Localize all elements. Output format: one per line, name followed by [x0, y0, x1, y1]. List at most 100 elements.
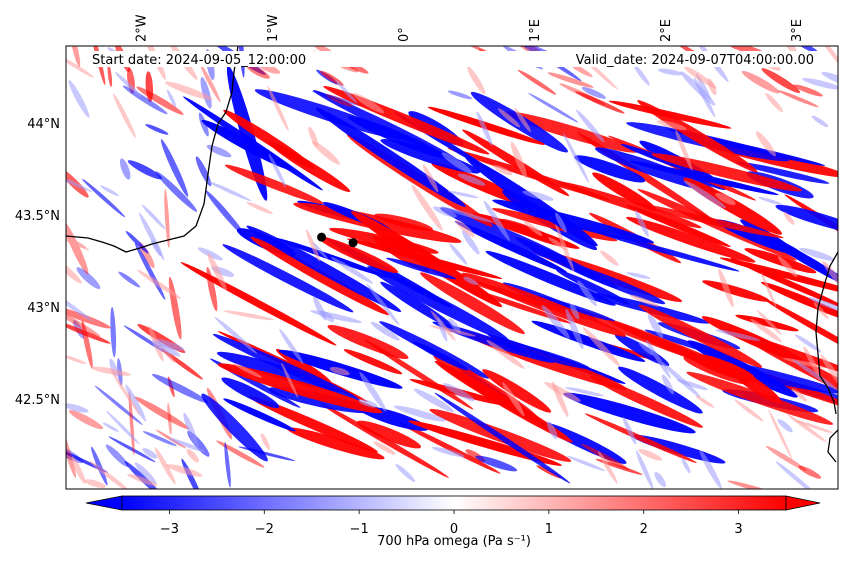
omega-streak-light [758, 196, 783, 206]
colorbar-body [121, 495, 787, 511]
omega-streak [167, 402, 172, 435]
omega-streak [107, 63, 113, 88]
omega-streak [735, 314, 799, 332]
omega-streak-light [756, 310, 782, 335]
omega-streak [760, 281, 838, 323]
omega-streak-light [497, 108, 521, 128]
omega-streak [315, 107, 466, 207]
colorbar-extend-max [785, 495, 821, 511]
omega-streak-light [795, 420, 833, 434]
omega-streak-light [312, 242, 328, 260]
omega-streak-light [502, 382, 525, 417]
omega-streak [118, 271, 141, 288]
omega-streak-light [699, 449, 722, 489]
omega-streak [81, 320, 93, 369]
omega-streak [475, 455, 518, 472]
omega-streak-light [433, 206, 457, 218]
omega-streak [160, 139, 189, 197]
omega-streak-light [799, 247, 835, 261]
omega-streak-light [358, 399, 378, 408]
omega-streak [223, 109, 316, 170]
omega-streak-light [197, 247, 223, 261]
omega-streak [223, 398, 296, 432]
omega-streak-light [305, 229, 320, 262]
omega-streak-light [441, 152, 473, 174]
lat-tick-label: 42.5°N [15, 393, 60, 408]
omega-streak-light [141, 204, 166, 230]
omega-streak-light [476, 111, 493, 146]
omega-streak-light [366, 283, 400, 326]
omega-streak-light [541, 305, 570, 339]
omega-streak [68, 410, 104, 430]
omega-streak [626, 216, 756, 263]
omega-streak-light [718, 268, 734, 308]
omega-streak-light [522, 190, 554, 201]
station-marker [317, 232, 327, 242]
omega-streak [374, 213, 433, 231]
omega-streak-light [483, 200, 510, 241]
omega-streak-light [214, 317, 257, 354]
omega-streak [125, 230, 149, 254]
omega-streak-light [447, 190, 479, 199]
omega-streak [66, 220, 89, 275]
lon-tick-label: 1°W [266, 14, 281, 42]
omega-streak [180, 262, 337, 346]
coastline-mediterranean-south [827, 429, 838, 463]
omega-streak-light [411, 184, 443, 231]
omega-streak [795, 46, 819, 54]
omega-streak-light [71, 456, 86, 484]
omega-streak [499, 219, 566, 247]
omega-streak [329, 227, 439, 254]
omega-streak-light [125, 384, 147, 422]
omega-streak [343, 349, 403, 375]
omega-streak-light [755, 131, 776, 157]
omega-streak [467, 288, 572, 324]
omega-streak [76, 267, 101, 290]
omega-streak [127, 160, 162, 180]
omega-streak [66, 306, 111, 329]
omega-streak [246, 64, 270, 79]
omega-streak-light [544, 381, 581, 402]
omega-streak [735, 161, 830, 184]
omega-streak [798, 465, 822, 479]
omega-streak-light [647, 314, 664, 339]
omega-streak [581, 443, 630, 470]
omega-streak-light [183, 412, 199, 448]
omega-streak [482, 369, 552, 413]
omega-streak [517, 69, 557, 95]
omega-streak-light [90, 366, 131, 376]
colorbar-tick-label: 3 [734, 522, 742, 537]
omega-streak-light [110, 369, 141, 416]
omega-streak [547, 72, 594, 88]
omega-streak [454, 221, 567, 273]
map-border [65, 45, 839, 490]
omega-streak-light [448, 318, 461, 334]
colorbar-extend-min [85, 495, 123, 511]
omega-streak-light [457, 173, 486, 186]
omega-streak [325, 94, 353, 107]
omega-streak [145, 124, 169, 135]
omega-streak-light [281, 362, 299, 398]
omega-streak-light [676, 379, 708, 391]
omega-streak-light [89, 460, 132, 489]
omega-streak-light [794, 334, 822, 353]
omega-streak [492, 199, 655, 244]
omega-streak [447, 90, 473, 100]
lon-tick-label: 2°E [659, 19, 674, 42]
omega-streak-light [707, 78, 717, 96]
omega-streak [702, 280, 770, 302]
omega-streak [503, 111, 638, 153]
omega-streak [575, 91, 625, 114]
omega-streak [206, 144, 232, 158]
lat-tick-label: 43°N [27, 301, 60, 316]
omega-streak [224, 442, 231, 488]
omega-streak [91, 446, 108, 486]
omega-streak [226, 65, 268, 201]
omega-streak-light [715, 192, 736, 206]
omega-streak-light [463, 276, 478, 285]
omega-streak [367, 266, 509, 342]
coastline-bay-of-biscay [66, 46, 239, 253]
omega-streak [119, 158, 131, 180]
omega-streak [224, 164, 324, 205]
omega-streak [730, 257, 838, 310]
